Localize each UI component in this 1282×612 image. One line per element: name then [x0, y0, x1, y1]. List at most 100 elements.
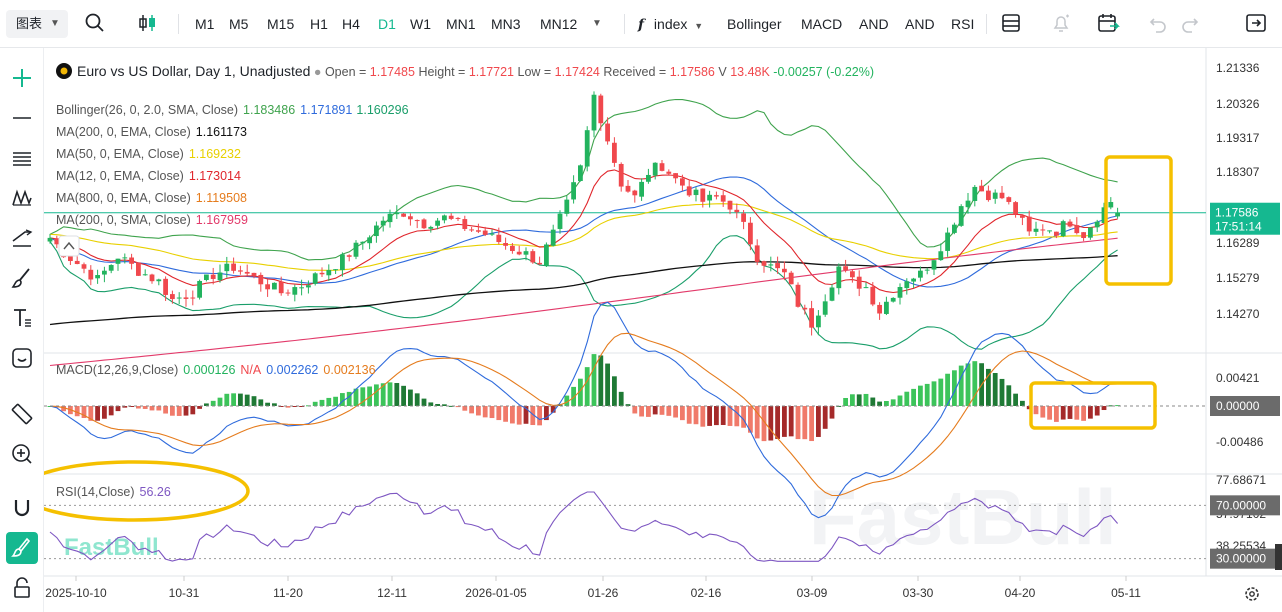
macd-histogram-bar [1013, 393, 1018, 406]
indicator-legend[interactable]: MA(200, 0, EMA, Close) 1.161173 [56, 125, 247, 139]
macd-histogram-bar [659, 406, 665, 415]
text-tool-icon[interactable] [6, 302, 38, 334]
indicator-and-2[interactable]: AND [859, 16, 889, 32]
macd-legend[interactable]: MACD(12,26,9,Close) 0.000126 N/A 0.002262 0.… [56, 363, 376, 377]
layout-icon[interactable] [1000, 12, 1022, 36]
date-tick-label: 11-20 [273, 586, 303, 600]
date-tick-label: 02-16 [691, 586, 722, 600]
chart-canvas[interactable]: FastBull FastBull MACD(12,26,9,Close) 0.00… [44, 48, 1282, 612]
macd-histogram-bar [1074, 406, 1080, 420]
timeframe-mn3[interactable]: MN3 [491, 16, 521, 32]
candle-body [81, 264, 87, 269]
emoji-icon[interactable] [6, 342, 38, 374]
ruler-icon[interactable] [6, 398, 38, 430]
macd-histogram-bar [278, 406, 284, 407]
watermark-small-text: FastBull [64, 534, 159, 561]
candle-body [775, 263, 780, 269]
candle-body [74, 260, 80, 265]
macd-histogram-bar [680, 406, 685, 421]
timeframe-mn1[interactable]: MN1 [446, 16, 476, 32]
redo-icon[interactable] [1180, 12, 1200, 36]
alert-bell-icon[interactable] [1050, 12, 1072, 36]
timeframe-m1[interactable]: M1 [195, 16, 215, 32]
macd-histogram-bar [244, 394, 250, 406]
zoom-in-icon[interactable] [6, 438, 38, 470]
highlight-ellipse-rsi[interactable] [44, 460, 250, 522]
rsi-legend[interactable]: RSI(14,Close) 56.26 [56, 485, 171, 499]
search-icon[interactable] [84, 12, 106, 36]
macd-histogram-bar [197, 406, 202, 409]
lock-icon[interactable] [6, 572, 38, 604]
fullscreen-exit-icon[interactable] [1245, 12, 1267, 36]
candle-body [673, 173, 678, 179]
rsi-line [49, 491, 1119, 562]
candle-body [741, 213, 746, 222]
indicator-legend[interactable]: MA(12, 0, EMA, Close) 1.173014 [56, 169, 241, 183]
macd-histogram-bar [1026, 406, 1032, 410]
candle-body [1020, 215, 1025, 218]
candle-body [496, 234, 502, 243]
macd-histogram-bar [884, 401, 889, 406]
symbol-title: Euro vs US Dollar, Day 1, Unadjusted ● O… [77, 63, 874, 79]
candle-body [754, 245, 760, 262]
macd-histogram-bar [761, 406, 767, 442]
chevron-down-icon[interactable]: ▼ [592, 18, 602, 29]
timeframe-m15[interactable]: M15 [267, 16, 295, 32]
timeframe-m5[interactable]: M5 [229, 16, 249, 32]
magnet-icon[interactable] [6, 492, 38, 524]
candle-body [469, 229, 474, 231]
horizontal-line-icon[interactable] [6, 102, 38, 134]
indicator-legend[interactable]: MA(50, 0, EMA, Close) 1.169232 [56, 147, 241, 161]
macd-histogram-bar [380, 383, 386, 406]
calendar-replay-icon[interactable] [1097, 12, 1121, 36]
indicator-legend[interactable]: Bollinger(26, 0, 2.0, SMA, Close) 1.18348… [56, 103, 409, 117]
trend-channel-icon[interactable] [6, 222, 38, 254]
candle-body [285, 292, 291, 294]
chevron-up-icon [63, 241, 75, 250]
timeframe-mn12[interactable]: MN12 [540, 16, 578, 32]
candle-body [401, 213, 406, 217]
macd-histogram-bar [530, 406, 536, 426]
index-menu[interactable]: f index ▼ [638, 12, 703, 36]
highlight-box-macd[interactable] [1029, 381, 1157, 430]
timeframe-h1[interactable]: H1 [310, 16, 328, 32]
macd-histogram-bar [285, 406, 291, 408]
crosshair-plus-icon[interactable] [6, 62, 38, 94]
fib-lines-icon[interactable] [6, 142, 38, 174]
pattern-wave-icon[interactable] [6, 182, 38, 214]
macd-histogram-bar [612, 376, 617, 406]
timeframe-w1[interactable]: W1 [410, 16, 431, 32]
candle-body [435, 220, 440, 226]
highlight-box-price[interactable] [1104, 155, 1173, 286]
timeframe-h4[interactable]: H4 [342, 16, 360, 32]
macd-histogram-bar [870, 397, 876, 406]
candle-body [210, 274, 216, 279]
collapse-legend-button[interactable] [58, 235, 80, 257]
indicator-macd-1[interactable]: MACD [801, 16, 843, 32]
indicator-and-3[interactable]: AND [905, 16, 935, 32]
bollinger-lower-line [49, 235, 1118, 350]
candle-body [564, 199, 570, 214]
indicator-rsi-4[interactable]: RSI [951, 16, 975, 32]
candle-body [47, 237, 53, 242]
indicator-legend[interactable]: MA(800, 0, EMA, Close) 1.119508 [56, 191, 247, 205]
indicator-bollinger-0[interactable]: Bollinger [727, 16, 782, 32]
indicator-legend[interactable]: MA(200, 0, SMA, Close) 1.167959 [56, 213, 248, 227]
candle-body [333, 269, 338, 271]
side-panel-handle[interactable] [1275, 544, 1282, 570]
undo-icon[interactable] [1148, 12, 1168, 36]
candle-body [394, 212, 400, 215]
macd-histogram-bar [856, 394, 862, 406]
chart-type-dropdown[interactable]: 图表 ▼ [6, 10, 68, 38]
macd-histogram-bar [312, 401, 318, 406]
macd-histogram-bar [115, 406, 121, 412]
timeframe-d1[interactable]: D1 [378, 16, 396, 32]
gear-icon[interactable] [1245, 587, 1259, 601]
candle-body [278, 281, 284, 294]
macd-histogram-bar [489, 406, 495, 419]
lock-drawing-icon[interactable] [6, 532, 38, 564]
brush-icon[interactable] [6, 262, 38, 294]
compare-icon[interactable] [137, 12, 159, 36]
candle-body [1074, 225, 1080, 234]
macd-histogram-bar [918, 385, 923, 406]
